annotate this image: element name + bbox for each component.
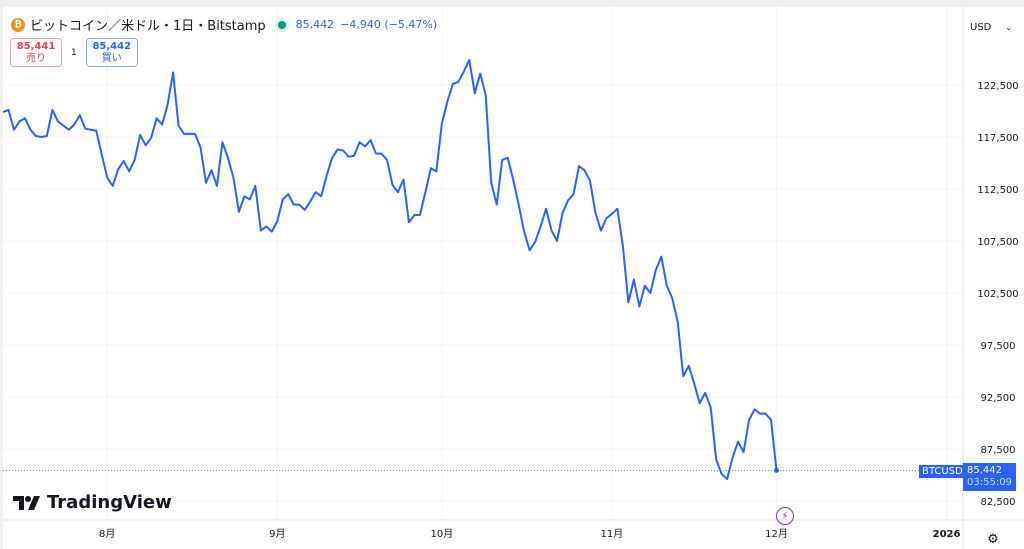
- candle-countdown: 03:55:09: [967, 477, 1012, 488]
- bitcoin-icon: ₿: [11, 17, 25, 32]
- y-tick-label: 97,500: [981, 341, 1016, 352]
- symbol-tag: BTCUSD: [919, 465, 966, 478]
- y-tick-label: 102,500: [977, 289, 1018, 300]
- sell-label: 売り: [26, 52, 46, 64]
- sell-price: 85,441: [16, 40, 56, 52]
- x-tick-label: 12月: [765, 528, 788, 540]
- sell-button[interactable]: 85,441 売り: [10, 38, 62, 67]
- market-status-icon[interactable]: [277, 20, 286, 29]
- last-price-label: 85,442 03:55:09: [963, 463, 1016, 491]
- spread: 1: [71, 47, 77, 58]
- settings-icon[interactable]: ⚙: [987, 531, 999, 547]
- price-change: −4,940 (−5.47%): [340, 18, 438, 31]
- tradingview-logo-icon: [13, 495, 40, 510]
- chart-frame: 82,500 87,500 92,500 97,500 102,500 107,500 11…: [3, 7, 1024, 549]
- x-tick-label: 8月: [99, 528, 115, 540]
- last-price-value: 85,442: [967, 465, 1002, 476]
- symbol-header: ₿ ビットコイン／米ドル・1日・Bitstamp 85,442 −4,940 (…: [11, 15, 443, 34]
- y-tick-label: 112,500: [977, 185, 1018, 196]
- x-tick-label: 11月: [601, 528, 624, 540]
- currency-value: USD: [970, 21, 992, 33]
- y-tick-label: 87,500: [981, 445, 1016, 456]
- y-tick-label: 92,500: [981, 393, 1016, 404]
- data-point: [773, 467, 779, 473]
- y-tick-label: 82,500: [981, 497, 1016, 508]
- y-tick-label: 107,500: [977, 237, 1018, 248]
- y-tick-label: 117,500: [977, 133, 1018, 144]
- tradingview-logo[interactable]: TradingView: [13, 492, 172, 513]
- price-chart[interactable]: 82,50087,50092,50097,500102,500107,50011…: [3, 7, 1024, 549]
- lightning-icon[interactable]: ⚡: [776, 507, 794, 525]
- buy-price: 85,442: [92, 40, 132, 52]
- x-tick-label: 2026: [933, 529, 961, 540]
- price-series-line[interactable]: [3, 59, 778, 481]
- last-price: 85,442: [295, 18, 335, 31]
- brand-name: TradingView: [47, 492, 172, 513]
- x-tick-label: 9月: [269, 528, 285, 540]
- x-tick-label: 10月: [430, 528, 453, 540]
- chevron-down-icon: ⌄: [1005, 22, 1012, 32]
- buy-label: 買い: [101, 52, 122, 64]
- currency-select[interactable]: USD ⌄: [965, 15, 1017, 39]
- y-tick-label: 122,500: [977, 81, 1018, 92]
- buy-button[interactable]: 85,442 買い: [85, 38, 138, 67]
- trade-buttons: 85,441 売り 1 85,442 買い: [10, 38, 138, 67]
- symbol-title[interactable]: ビットコイン／米ドル・1日・Bitstamp: [30, 19, 266, 34]
